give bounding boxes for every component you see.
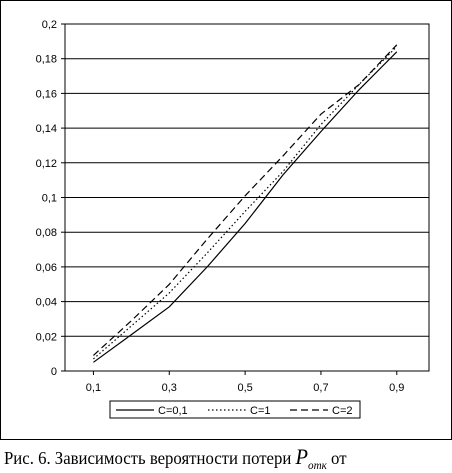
y-tick-label: 0,2 (42, 19, 57, 31)
series-lines (92, 44, 398, 363)
figure-caption: Рис. 6. Зависимость вероятности потери P… (4, 444, 419, 473)
chart-frame (0, 0, 452, 440)
y-tick-label: 0 (51, 366, 57, 378)
legend-label-c1: C=1 (250, 405, 271, 417)
y-axis-ticks: 0 0,02 0,04 0,06 0,08 0,1 0,12 0,14 0,16 0,18 0,2 (36, 19, 65, 378)
x-axis-ticks: 0,1 0,3 0,5 0,7 0,9 (86, 371, 404, 394)
legend-label-c2: C=2 (332, 405, 353, 417)
legend-box (109, 400, 361, 419)
grid-lines (65, 58, 429, 337)
y-tick-label: 0,06 (36, 262, 57, 274)
series-line-3 (92, 44, 398, 356)
y-tick-label: 0,16 (36, 88, 57, 100)
y-tick-label: 0,08 (36, 227, 57, 239)
x-tick-label: 0,7 (313, 382, 328, 394)
y-tick-label: 0,12 (36, 158, 57, 170)
chart: 00,020,040,060,080,10,120,140,160,180,2 … (0, 0, 452, 440)
x-tick-label: 0,3 (162, 382, 177, 394)
legend-label-c01: C=0,1 (158, 405, 188, 417)
x-tick-label: 0,1 (86, 382, 101, 394)
x-tick-label: 0,5 (237, 382, 252, 394)
x-tick-label: 0,9 (389, 382, 404, 394)
caption-symbol: P (295, 444, 309, 469)
y-tick-label: 0,1 (42, 193, 57, 205)
caption-subscript: отк (308, 458, 327, 472)
series-line-1 (93, 51, 398, 363)
legend: C=0,1 C=1 C=2 (109, 400, 361, 419)
y-tick-label: 0,04 (36, 297, 57, 309)
caption-suffix: от (326, 448, 347, 468)
y-tick-label: 0,14 (36, 123, 57, 135)
y-tick-label: 0,02 (36, 331, 57, 343)
caption-prefix: Рис. 6. Зависимость вероятности потери (4, 448, 296, 468)
y-tick-label: 0,18 (36, 54, 57, 66)
